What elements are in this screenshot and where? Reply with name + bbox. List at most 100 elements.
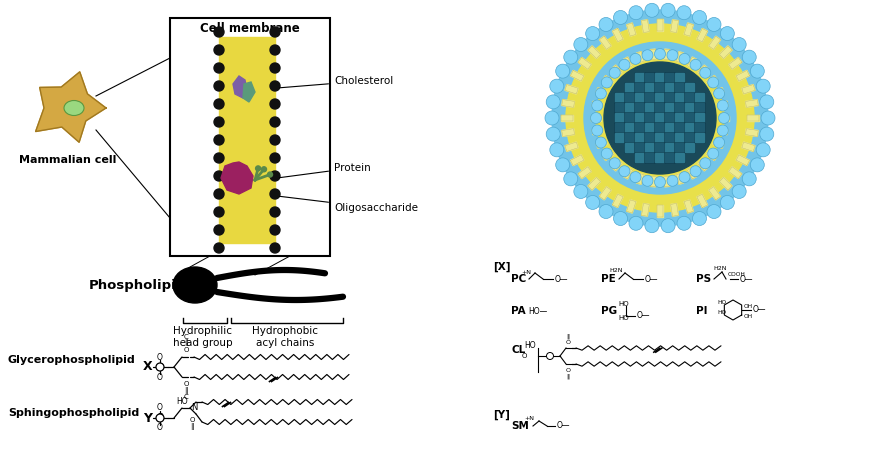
Polygon shape (664, 176, 669, 187)
Polygon shape (671, 203, 678, 216)
FancyBboxPatch shape (684, 112, 696, 124)
Text: OH: OH (744, 314, 753, 319)
Text: [X]: [X] (493, 262, 510, 272)
FancyBboxPatch shape (654, 82, 666, 93)
Circle shape (713, 88, 725, 99)
Text: O: O (184, 381, 189, 387)
Circle shape (270, 189, 280, 199)
FancyBboxPatch shape (645, 72, 655, 83)
Circle shape (677, 216, 691, 230)
Circle shape (717, 125, 728, 136)
Circle shape (270, 207, 280, 217)
FancyBboxPatch shape (645, 92, 655, 103)
Polygon shape (562, 129, 575, 136)
Circle shape (214, 117, 224, 127)
Text: Glycerophospholipid: Glycerophospholipid (8, 355, 136, 365)
Text: +N: +N (521, 270, 531, 275)
Circle shape (601, 77, 612, 88)
Polygon shape (717, 128, 728, 135)
FancyBboxPatch shape (665, 153, 675, 164)
Text: ‖: ‖ (185, 339, 188, 347)
Polygon shape (687, 57, 697, 68)
Text: PS: PS (696, 274, 711, 284)
Polygon shape (592, 128, 603, 135)
FancyBboxPatch shape (684, 102, 696, 114)
Circle shape (270, 45, 280, 55)
Circle shape (679, 53, 690, 64)
Polygon shape (745, 100, 758, 107)
Circle shape (654, 177, 666, 188)
FancyBboxPatch shape (665, 92, 675, 103)
FancyBboxPatch shape (654, 122, 666, 134)
Text: HO: HO (524, 342, 536, 351)
Text: C: C (184, 394, 188, 400)
Polygon shape (637, 52, 644, 63)
Circle shape (574, 38, 588, 52)
Text: N: N (191, 404, 197, 413)
FancyBboxPatch shape (675, 82, 685, 93)
Text: Cholesterol: Cholesterol (280, 76, 393, 88)
FancyBboxPatch shape (624, 82, 636, 93)
Polygon shape (561, 115, 573, 121)
Circle shape (614, 212, 628, 226)
FancyBboxPatch shape (675, 72, 685, 83)
FancyBboxPatch shape (695, 102, 706, 114)
FancyBboxPatch shape (654, 72, 666, 83)
FancyBboxPatch shape (675, 92, 685, 103)
Circle shape (721, 27, 735, 41)
Text: ‖: ‖ (190, 423, 193, 429)
Circle shape (707, 77, 719, 88)
Polygon shape (684, 23, 693, 36)
Text: Sphingophospholipid: Sphingophospholipid (8, 408, 140, 418)
Text: ‖: ‖ (566, 333, 570, 339)
Polygon shape (592, 101, 603, 108)
Polygon shape (603, 151, 614, 160)
Circle shape (584, 42, 736, 194)
Text: Hydrophobic
acyl chains: Hydrophobic acyl chains (252, 326, 318, 348)
FancyBboxPatch shape (665, 143, 675, 154)
FancyBboxPatch shape (624, 92, 636, 103)
Circle shape (679, 172, 690, 183)
Text: HO: HO (618, 301, 629, 307)
Circle shape (751, 158, 765, 172)
Polygon shape (742, 85, 755, 94)
Circle shape (555, 158, 570, 172)
Circle shape (268, 172, 273, 177)
Text: P: P (157, 362, 162, 371)
Text: HO: HO (176, 396, 187, 405)
Circle shape (261, 167, 267, 172)
FancyBboxPatch shape (635, 153, 645, 164)
Text: PC: PC (511, 274, 526, 284)
Circle shape (545, 111, 559, 125)
Circle shape (270, 243, 280, 253)
Circle shape (642, 50, 653, 61)
Circle shape (661, 219, 675, 233)
FancyBboxPatch shape (684, 82, 696, 93)
FancyBboxPatch shape (170, 18, 330, 256)
Text: Y: Y (144, 411, 153, 424)
Text: O—: O— (645, 275, 659, 284)
FancyBboxPatch shape (624, 132, 636, 144)
Circle shape (592, 100, 603, 111)
Text: PI: PI (696, 306, 707, 316)
Text: Cell membrane: Cell membrane (200, 23, 300, 35)
Polygon shape (720, 46, 732, 58)
Bar (219, 37, 275, 243)
Polygon shape (697, 194, 707, 207)
Circle shape (550, 79, 564, 93)
Text: SM: SM (511, 421, 529, 431)
Circle shape (214, 135, 224, 145)
Circle shape (717, 100, 728, 111)
FancyBboxPatch shape (645, 82, 655, 93)
Polygon shape (650, 176, 656, 187)
Polygon shape (570, 155, 584, 166)
FancyBboxPatch shape (654, 112, 666, 124)
Text: O: O (157, 352, 163, 361)
Circle shape (552, 10, 768, 226)
FancyBboxPatch shape (665, 112, 675, 124)
Polygon shape (627, 200, 636, 213)
Text: O—: O— (557, 421, 570, 430)
FancyBboxPatch shape (624, 102, 636, 114)
Circle shape (690, 166, 701, 177)
Circle shape (547, 95, 560, 109)
